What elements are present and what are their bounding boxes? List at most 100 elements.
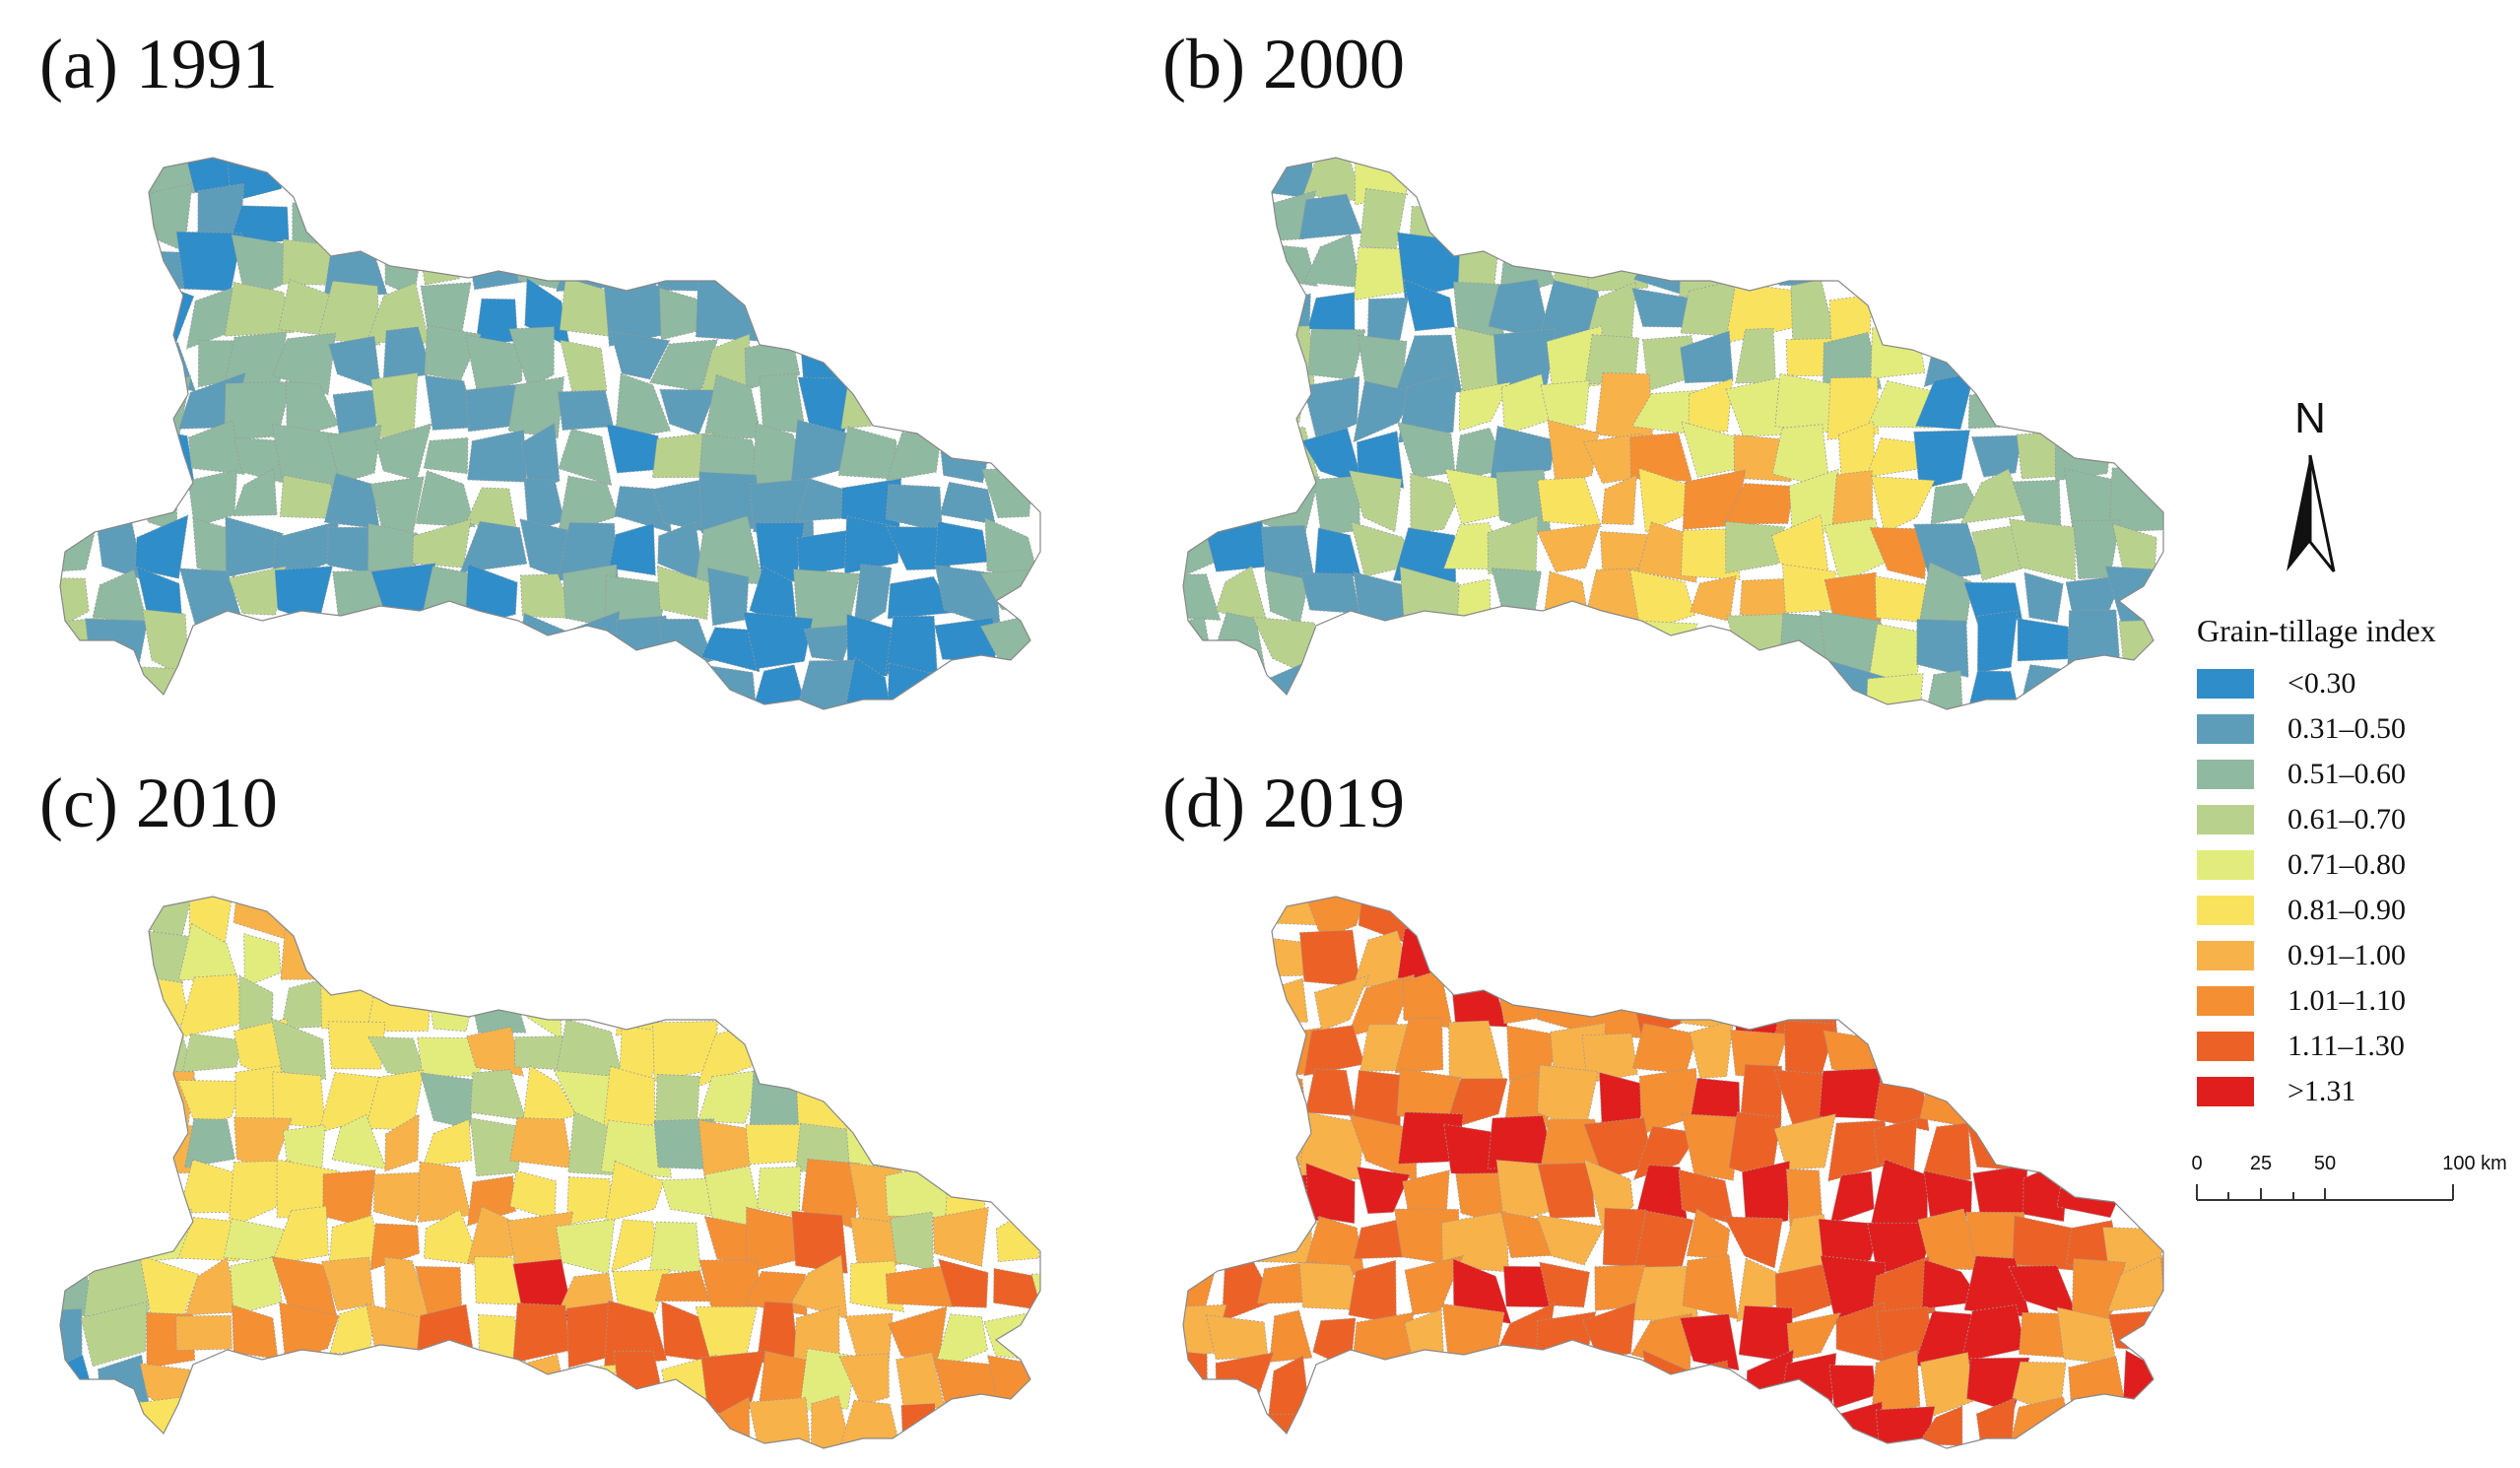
- legend-label: 1.11–1.30: [2288, 1030, 2405, 1062]
- county-region: [285, 380, 340, 440]
- county-region: [1865, 437, 1921, 478]
- county-region: [1725, 282, 1796, 344]
- county-region: [2072, 519, 2121, 580]
- county-region: [384, 1113, 420, 1172]
- county-region: [1638, 467, 1700, 534]
- county-region: [1258, 425, 1319, 486]
- legend-swatch: [2197, 669, 2254, 699]
- county-region: [2159, 1257, 2163, 1324]
- county-region: [1681, 1113, 1742, 1181]
- county-region: [513, 612, 572, 673]
- county-region: [886, 526, 952, 571]
- county-region: [2018, 664, 2077, 709]
- county-region: [2068, 1356, 2127, 1418]
- county-region: [184, 1118, 235, 1168]
- county-region: [1205, 1314, 1269, 1361]
- county-region: [651, 432, 714, 479]
- county-region: [470, 1069, 527, 1121]
- county-region: [1913, 430, 1970, 491]
- legend-label: >1.31: [2288, 1075, 2356, 1107]
- county-region: [614, 615, 667, 673]
- county-region: [521, 1064, 577, 1133]
- county-region: [279, 1301, 340, 1365]
- county-region: [2123, 1349, 2163, 1403]
- county-region: [520, 422, 561, 491]
- county-region: [801, 1158, 861, 1230]
- county-region: [1916, 619, 1969, 679]
- county-region: [745, 1123, 813, 1166]
- county-region: [185, 283, 245, 350]
- county-region: [1629, 620, 1698, 676]
- county-region: [661, 1301, 717, 1364]
- county-region: [1183, 1349, 1208, 1410]
- province-boundary: [59, 157, 1041, 710]
- county-region: [1267, 1355, 1311, 1420]
- county-region: [225, 516, 284, 578]
- county-region: [562, 1365, 618, 1418]
- county-region: [135, 514, 189, 579]
- county-region: [2023, 571, 2064, 624]
- county-region: [1313, 974, 1370, 1032]
- legend-swatch: [2197, 805, 2254, 834]
- county-region: [1537, 1064, 1599, 1134]
- north-arrow: N: [2261, 394, 2359, 591]
- county-region: [939, 481, 996, 525]
- county-region: [932, 1206, 989, 1268]
- north-arrow-icon: [2287, 454, 2336, 572]
- county-region: [556, 987, 619, 1021]
- scale-tick-label: 25: [2249, 1153, 2273, 1174]
- county-region: [1581, 1033, 1638, 1084]
- county-region: [426, 980, 478, 1033]
- county-region: [983, 1309, 1040, 1361]
- county-region: [885, 484, 944, 533]
- county-region: [139, 1254, 200, 1324]
- county-region: [840, 386, 907, 430]
- county-region: [1689, 1020, 1734, 1079]
- county-region: [1183, 616, 1214, 676]
- county-region: [465, 970, 527, 1034]
- county-region: [1820, 1255, 1887, 1324]
- county-region: [703, 373, 763, 439]
- county-region: [934, 617, 997, 661]
- county-region: [415, 470, 476, 528]
- county-region: [791, 1210, 848, 1274]
- county-region: [142, 609, 190, 681]
- county-region: [984, 517, 1040, 584]
- county-region: [465, 334, 523, 396]
- county-region: [1828, 1365, 1877, 1410]
- county-region: [132, 1069, 195, 1132]
- county-region: [837, 426, 901, 481]
- county-region: [92, 568, 149, 626]
- county-region: [1394, 1017, 1444, 1074]
- county-region: [373, 1171, 433, 1223]
- county-region: [1771, 238, 1821, 287]
- county-region: [1790, 279, 1837, 342]
- county-region: [1448, 1020, 1505, 1086]
- county-region: [1975, 1397, 2017, 1448]
- county-region: [1541, 570, 1588, 634]
- county-region: [1583, 1117, 1654, 1180]
- county-region: [177, 922, 238, 980]
- county-region: [656, 565, 711, 621]
- county-region: [1587, 236, 1649, 293]
- county-region: [1262, 1073, 1308, 1129]
- county-region: [886, 432, 942, 482]
- county-region: [466, 241, 531, 291]
- county-region: [232, 897, 289, 941]
- legend-label: 0.91–1.00: [2288, 939, 2406, 971]
- county-region: [1868, 623, 1922, 681]
- county-region: [374, 423, 432, 481]
- county-region: [790, 1254, 848, 1320]
- county-region: [128, 666, 197, 709]
- county-region: [565, 1176, 612, 1226]
- county-region: [748, 664, 808, 709]
- county-region: [799, 339, 861, 379]
- county-region: [2056, 1162, 2126, 1219]
- county-region: [270, 1205, 329, 1265]
- county-region: [1366, 297, 1409, 344]
- county-region: [1348, 1259, 1397, 1325]
- county-region: [1537, 477, 1602, 527]
- county-region: [706, 567, 750, 627]
- legend-label: 0.61–0.70: [2288, 803, 2406, 835]
- county-region: [370, 563, 436, 631]
